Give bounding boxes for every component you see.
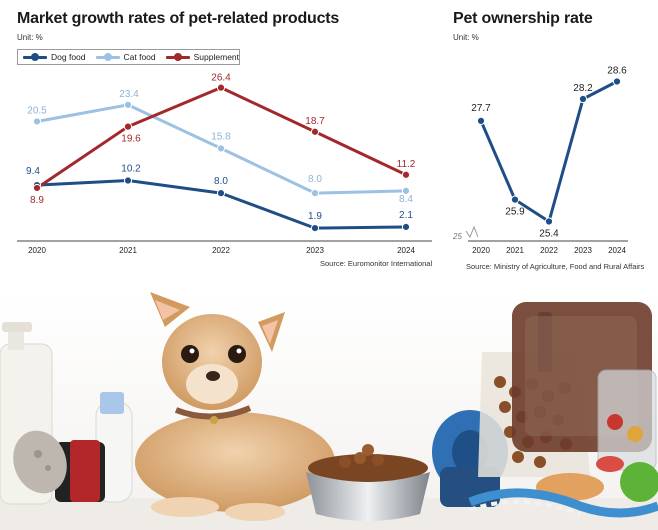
data-label: 19.6 — [121, 134, 141, 145]
data-label: 11.2 — [397, 159, 416, 170]
pet-products-illustration — [0, 292, 658, 530]
data-label: 20.5 — [27, 105, 47, 116]
legend-item-dog-food: Dog food — [23, 52, 86, 62]
data-point — [123, 122, 133, 131]
data-point — [310, 189, 320, 198]
data-label: 2.1 — [399, 210, 413, 221]
right-chart-x-tick-label: 2022 — [540, 246, 558, 255]
right-chart-plot: 25 2020 2021 2022 2023 2024 27.7 25.9 25.4 28.2 28… — [452, 66, 628, 255]
left-chart-x-tick-label: 2020 — [28, 246, 46, 255]
pet-products-photo — [0, 292, 658, 530]
data-label: 27.7 — [471, 103, 491, 114]
data-label: 26.4 — [211, 73, 231, 84]
data-point — [401, 186, 411, 195]
data-label: 18.7 — [305, 116, 325, 127]
data-label: 8.9 — [30, 195, 44, 206]
left-chart-source: Source: Euromonitor International — [320, 259, 433, 268]
data-point — [401, 170, 411, 179]
data-label: 8.0 — [214, 176, 228, 187]
data-label: 1.9 — [308, 211, 322, 222]
food-bowl — [306, 444, 430, 521]
axis-break-zigzag — [465, 225, 479, 239]
data-point — [216, 83, 226, 92]
data-point — [578, 94, 588, 104]
left-chart-x-tick-label: 2022 — [212, 246, 230, 255]
right-chart-source: Source: Ministry of Agriculture, Food an… — [466, 262, 645, 271]
chihuahua — [135, 292, 335, 521]
grooming-brush — [13, 430, 105, 502]
dog-toys — [468, 456, 658, 518]
data-point — [310, 127, 320, 136]
data-point — [544, 217, 554, 226]
treat-jar — [597, 369, 657, 471]
legend-label-supplement: Supplement — [193, 52, 240, 62]
right-chart-axis-break-label: 25 — [452, 232, 462, 241]
legend-label-cat-food: Cat food — [123, 52, 156, 62]
right-chart-x-tick-label: 2024 — [608, 246, 626, 255]
data-label: 8.0 — [308, 174, 322, 185]
legend-item-supplement: Supplement — [165, 52, 240, 62]
data-label: 28.6 — [607, 66, 627, 77]
data-point — [216, 189, 226, 198]
right-chart-x-tick-label: 2020 — [472, 246, 490, 255]
left-chart-legend: Dog food Cat food Supplement — [17, 49, 240, 65]
data-point — [401, 222, 411, 232]
left-chart-plot: 2020 2021 2022 2023 2024 9.4 10.2 8.0 1.9 2.1 20.5… — [17, 73, 432, 255]
data-label: 8.4 — [399, 194, 413, 205]
data-point — [32, 183, 42, 193]
right-chart-x-tick-label: 2021 — [506, 246, 524, 255]
right-chart-x-tick-label: 2023 — [574, 246, 592, 255]
data-label: 25.9 — [505, 207, 525, 218]
data-point — [310, 224, 320, 233]
data-label: 25.4 — [539, 229, 559, 240]
legend-label-dog-food: Dog food — [51, 52, 86, 62]
legend-swatch-dog-food — [23, 53, 47, 61]
data-label: 15.8 — [211, 131, 231, 142]
right-chart-unit: Unit: % — [453, 33, 479, 42]
legend-swatch-supplement — [165, 53, 190, 61]
data-label: 23.4 — [119, 89, 139, 100]
legend-swatch-cat-food — [95, 53, 120, 61]
ownership-series-line — [479, 80, 618, 223]
data-point — [32, 117, 42, 126]
data-point — [216, 144, 226, 153]
data-point — [123, 100, 133, 109]
data-point — [612, 77, 622, 86]
data-point — [510, 195, 520, 204]
data-label: 28.2 — [573, 83, 593, 94]
left-chart-x-tick-label: 2023 — [306, 246, 324, 255]
left-chart-x-tick-label: 2024 — [397, 246, 415, 255]
data-point — [476, 116, 486, 125]
left-chart-unit: Unit: % — [17, 33, 43, 42]
legend-item-cat-food: Cat food — [95, 52, 156, 62]
left-chart-title: Market growth rates of pet-related produ… — [17, 10, 340, 27]
data-label: 10.2 — [121, 164, 141, 175]
left-chart-x-tick-label: 2021 — [119, 246, 137, 255]
data-label: 9.4 — [26, 166, 40, 177]
right-chart-title: Pet ownership rate — [453, 10, 593, 27]
data-point — [123, 176, 133, 185]
